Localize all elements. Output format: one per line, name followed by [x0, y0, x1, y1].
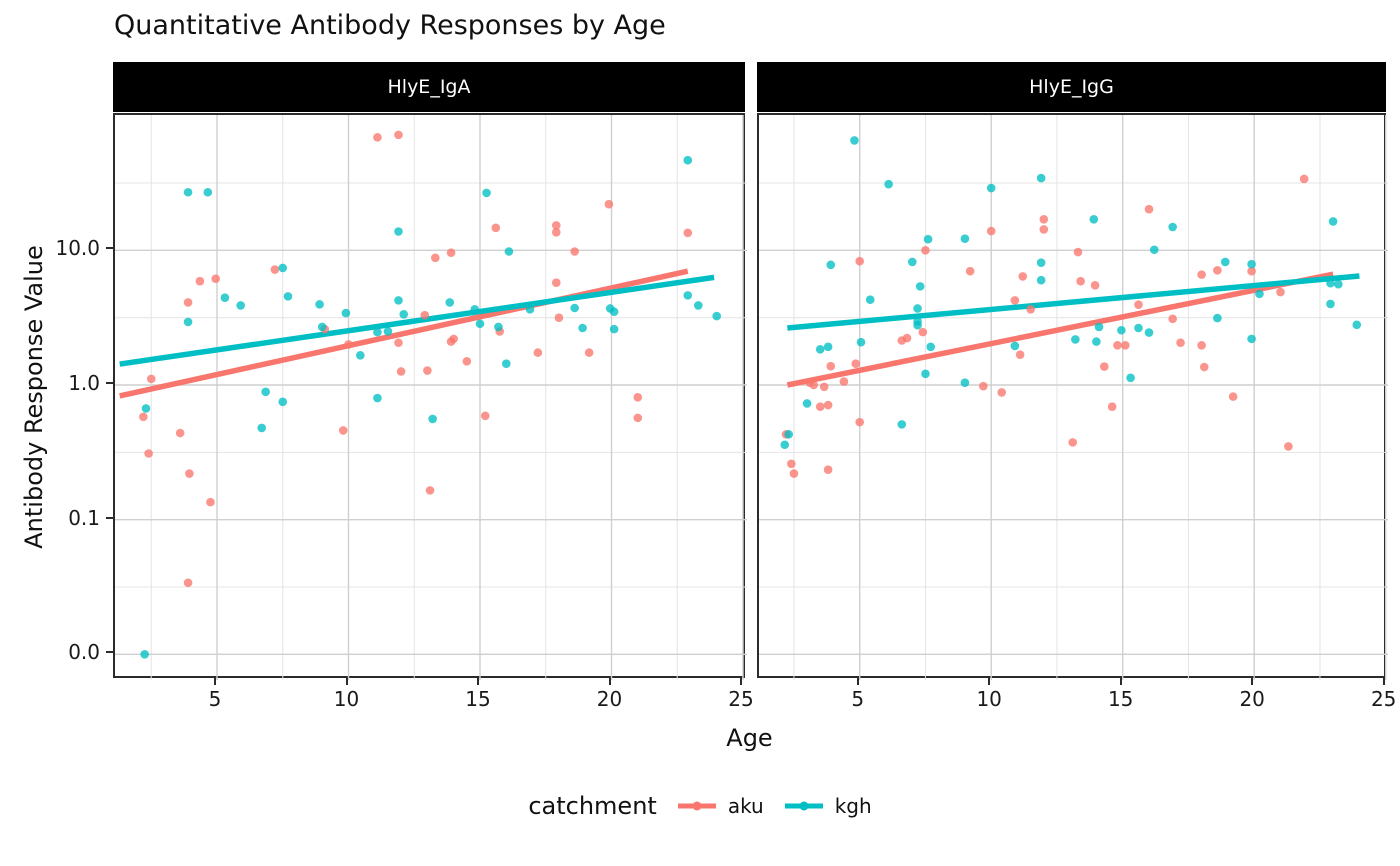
x-tick-label: 5 [208, 687, 222, 711]
x-tick-label: 20 [596, 687, 623, 711]
x-tick-mark [1251, 678, 1254, 685]
y-tick-label: 1.0 [68, 371, 100, 395]
legend-label-kgh: kgh [834, 794, 872, 818]
x-tick-mark [345, 678, 348, 685]
plot-panel-hlye-igg [757, 113, 1388, 680]
legend-title: catchment [528, 792, 657, 820]
x-tick-label: 25 [728, 687, 754, 711]
x-tick-mark [608, 678, 611, 685]
facet-label-hlye-igg: HlyE_IgG [1029, 76, 1114, 98]
facet-label-hlye-iga: HlyE_IgA [387, 76, 471, 98]
chart-title: Quantitative Antibody Responses by Age [114, 10, 666, 41]
x-tick-mark [1119, 678, 1122, 685]
x-tick-label: 20 [1239, 687, 1265, 711]
y-tick-mark [106, 516, 113, 519]
legend-item-aku: aku [675, 794, 764, 818]
legend-label-aku: aku [727, 794, 764, 818]
x-tick-label: 10 [976, 687, 1002, 711]
y-tick-mark [106, 651, 113, 654]
legend-item-kgh: kgh [782, 794, 872, 818]
y-tick-label: 10.0 [55, 236, 100, 261]
legend-key-kgh-icon [784, 801, 823, 811]
y-tick-mark [106, 247, 113, 250]
facet-strip-hlye-igg: HlyE_IgG [757, 62, 1386, 112]
x-tick-mark [1382, 678, 1385, 685]
x-tick-label: 25 [1370, 687, 1397, 711]
facet-strip-hlye-iga: HlyE_IgA [113, 62, 745, 112]
legend-key-aku-icon [677, 801, 716, 811]
legend: catchment aku kgh [0, 792, 1400, 820]
x-axis-title: Age [726, 724, 773, 752]
y-axis-title: Antibody Response Value [20, 245, 48, 549]
x-tick-label: 15 [465, 687, 491, 711]
y-tick-mark [106, 382, 113, 384]
x-tick-mark [856, 678, 859, 685]
x-tick-label: 15 [1107, 687, 1134, 711]
x-tick-label: 5 [851, 687, 865, 711]
x-tick-label: 10 [333, 687, 360, 711]
x-tick-mark [214, 678, 216, 685]
y-tick-label: 0.0 [68, 640, 100, 665]
y-tick-label: 0.1 [68, 505, 100, 530]
x-tick-mark [477, 678, 479, 685]
x-tick-mark [988, 678, 991, 685]
x-tick-mark [740, 678, 742, 685]
plot-panel-hlye-iga [113, 113, 747, 680]
